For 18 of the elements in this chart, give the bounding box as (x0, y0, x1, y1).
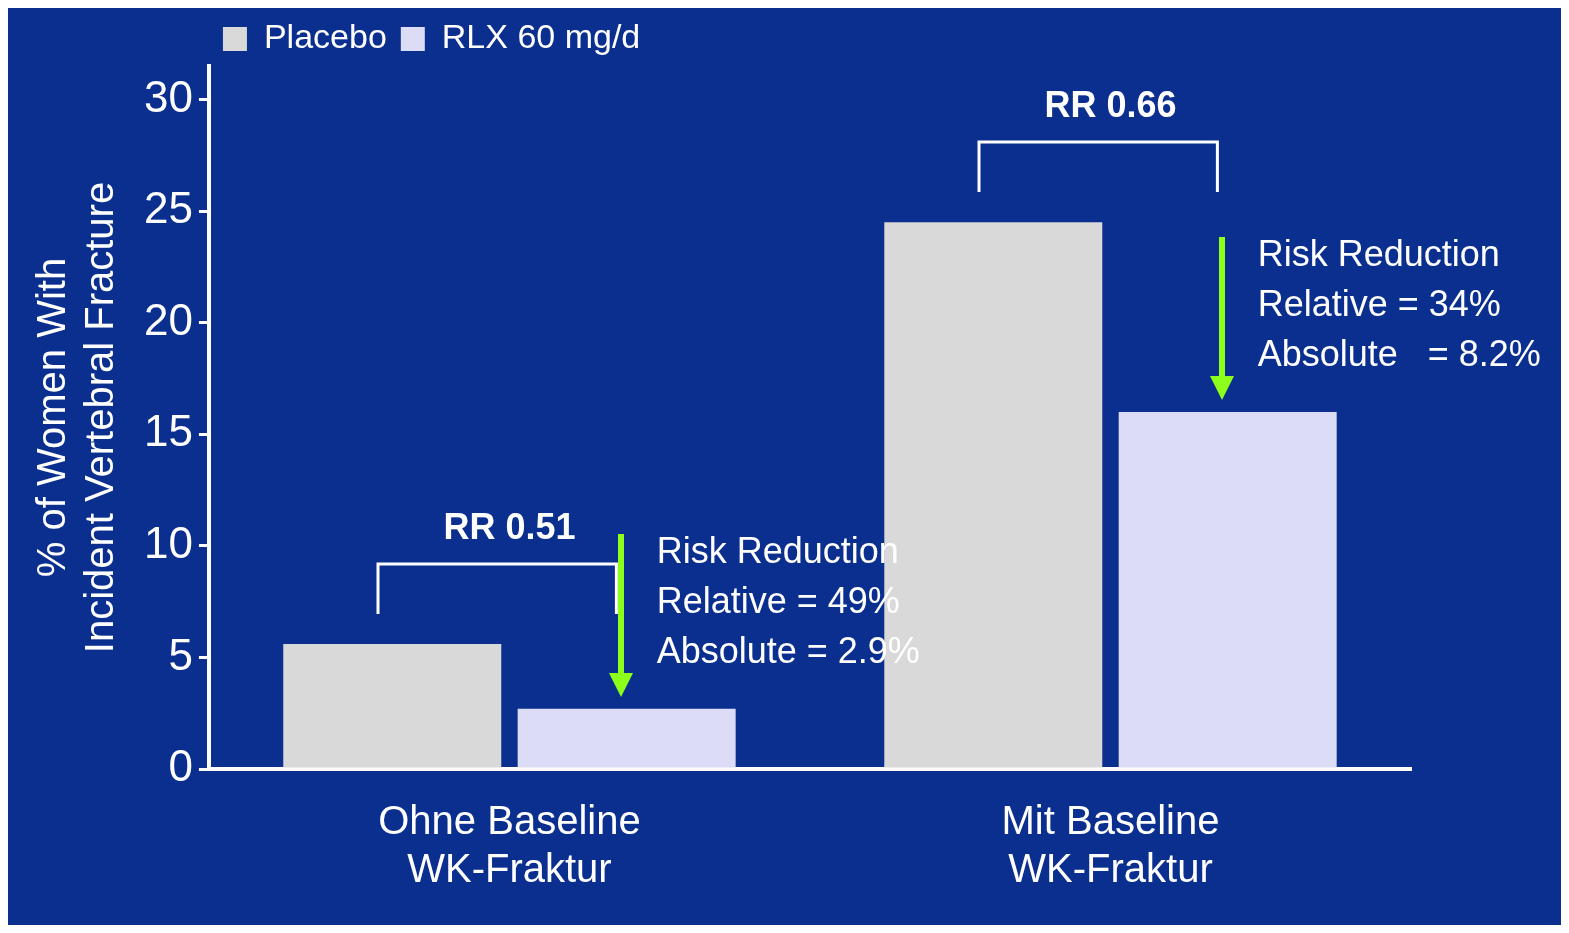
legend-label: Placebo (263, 17, 387, 56)
y-tick-label: 5 (168, 629, 193, 679)
annotation: Risk Reduction Relative = 34% Absolute = 8.2% (1257, 231, 1541, 376)
y-tick-label: 10 (143, 517, 193, 567)
legend-label: RLX 60 mg/d (441, 17, 641, 56)
y-tick-label: 20 (143, 294, 193, 344)
bar (517, 708, 736, 768)
x-tick-label: Mit Baseline WK-Fraktur (1001, 798, 1220, 891)
y-tick-label: 0 (168, 741, 193, 791)
annotation: RR 0.66 (1044, 83, 1177, 128)
bar (283, 644, 502, 768)
x-tick-label: Ohne Baseline WK-Fraktur (378, 798, 641, 891)
y-tick-label: 30 (143, 71, 193, 121)
y-tick-label: 25 (143, 183, 193, 233)
annotation: RR 0.51 (443, 505, 576, 549)
y-tick-label: 15 (143, 406, 193, 456)
y-axis-title: % of Women With Incident Vertebral Fracture (29, 181, 122, 654)
bar (1118, 411, 1337, 768)
